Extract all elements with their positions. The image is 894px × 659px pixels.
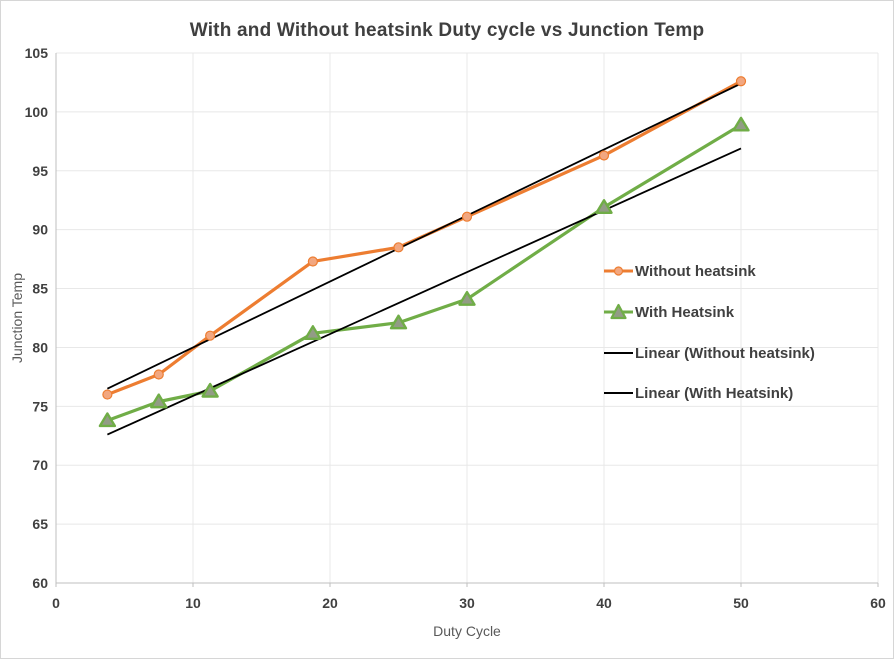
legend-marker-triangle	[610, 303, 627, 320]
y-tick-label: 60	[32, 575, 48, 591]
x-tick-label: 0	[52, 595, 60, 611]
marker-circle-without-heatsink	[102, 389, 113, 400]
y-tick-label: 85	[32, 281, 48, 297]
legend-swatch-without-heatsink	[604, 266, 633, 276]
y-tick-label: 100	[25, 104, 49, 120]
marker-triangle-with-heatsink	[389, 314, 408, 330]
chart-title: With and Without heatsink Duty cycle vs …	[189, 20, 705, 41]
x-tick-label: 50	[733, 595, 749, 611]
marker-circle-without-heatsink	[461, 211, 473, 222]
marker-circle-without-heatsink	[205, 330, 216, 341]
marker-circle-without-heatsink	[153, 369, 164, 380]
legend-swatch-with-heatsink	[604, 303, 633, 320]
marker-triangle-with-heatsink	[458, 290, 476, 306]
marker-triangle-with-heatsink	[98, 412, 117, 428]
y-tick-label: 65	[32, 516, 48, 532]
legend-label: With Heatsink	[635, 303, 735, 321]
legend-item-linear-without-heatsink: Linear (Without heatsink)	[604, 342, 815, 364]
x-tick-label: 30	[459, 595, 475, 611]
marker-triangle-with-heatsink	[150, 393, 168, 409]
marker-circle-without-heatsink	[307, 256, 318, 267]
legend-marker-circle	[613, 266, 624, 276]
marker-triangle-with-heatsink	[304, 325, 322, 341]
marker-triangle-with-heatsink	[732, 116, 750, 132]
y-tick-label: 80	[32, 339, 48, 355]
legend-item-without-heatsink: Without heatsink	[604, 260, 756, 282]
y-tick-label: 95	[32, 163, 48, 179]
y-tick-label: 70	[32, 457, 48, 473]
marker-triangle-with-heatsink	[595, 199, 613, 214]
x-tick-label: 60	[870, 595, 886, 611]
legend-label: Linear (With Heatsink)	[635, 384, 794, 402]
series-line-with-heatsink	[105, 123, 743, 423]
legend-item-linear-with-heatsink: Linear (With Heatsink)	[604, 382, 793, 404]
legend-label: Linear (Without heatsink)	[635, 344, 815, 362]
marker-circle-without-heatsink	[735, 76, 747, 87]
series-line-without-heatsink	[105, 79, 743, 397]
x-tick-label: 20	[322, 595, 338, 611]
legend-item-with-heatsink: With Heatsink	[604, 301, 734, 323]
x-axis-title: Duty Cycle	[433, 623, 501, 639]
legend-label: Without heatsink	[635, 262, 756, 280]
y-tick-label: 105	[25, 45, 49, 61]
x-tick-label: 10	[185, 595, 201, 611]
marker-circle-without-heatsink	[393, 242, 404, 253]
x-tick-label: 40	[596, 595, 612, 611]
y-tick-label: 90	[32, 222, 48, 238]
legend-swatch-linear-with-heatsink	[604, 392, 633, 394]
legend-swatch-linear-without-heatsink	[604, 352, 633, 354]
y-tick-label: 75	[32, 398, 48, 414]
marker-circle-without-heatsink	[598, 150, 610, 161]
marker-triangle-with-heatsink	[201, 382, 219, 398]
